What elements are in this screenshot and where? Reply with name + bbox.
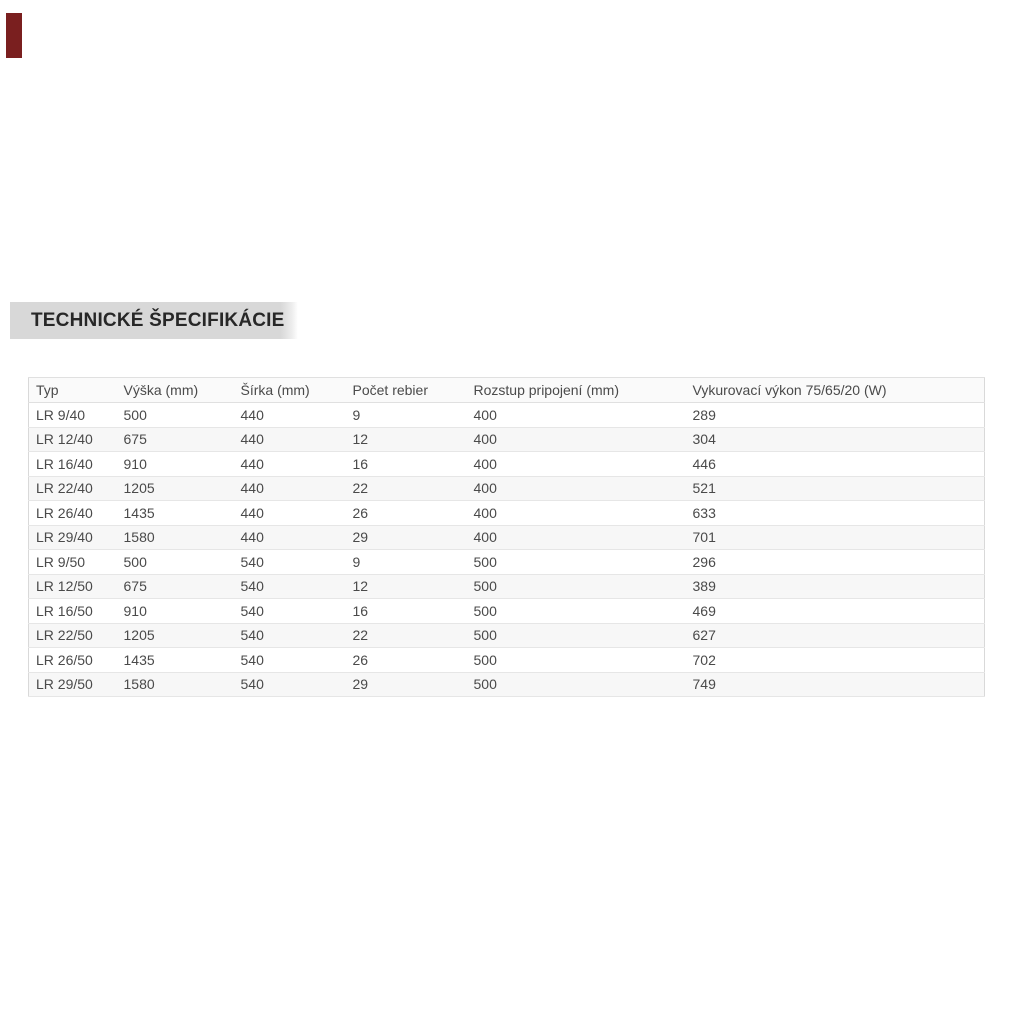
table-cell: 440 <box>233 525 346 550</box>
table-row: LR 12/40 675 440 12 400 304 <box>28 427 985 452</box>
table-cell: 702 <box>685 647 985 673</box>
table-cell: 440 <box>233 427 346 452</box>
table-cell: 500 <box>116 549 234 575</box>
table-row: LR 29/50 1580 540 29 500 749 <box>28 672 985 697</box>
table-cell: 540 <box>233 598 346 624</box>
table-row: LR 26/40 1435 440 26 400 633 <box>28 500 985 526</box>
table-cell: LR 22/50 <box>28 623 117 648</box>
table-row: LR 9/50 500 540 9 500 296 <box>28 549 985 575</box>
table-cell: 9 <box>345 549 467 575</box>
table-cell: 500 <box>466 574 686 599</box>
table-cell: 500 <box>116 402 234 428</box>
table-cell: 389 <box>685 574 985 599</box>
table-cell: LR 22/40 <box>28 476 117 501</box>
table-cell: 910 <box>116 598 234 624</box>
table-cell: 1205 <box>116 476 234 501</box>
table-cell: 400 <box>466 525 686 550</box>
table-cell: 500 <box>466 672 686 697</box>
table-cell: 500 <box>466 623 686 648</box>
table-cell: 500 <box>466 549 686 575</box>
table-cell: 289 <box>685 402 985 428</box>
table-cell: 500 <box>466 598 686 624</box>
table-cell: 521 <box>685 476 985 501</box>
table-row: LR 16/40 910 440 16 400 446 <box>28 451 985 477</box>
table-row: LR 22/40 1205 440 22 400 521 <box>28 476 985 501</box>
table-row: LR 9/40 500 440 9 400 289 <box>28 402 985 428</box>
table-cell: 500 <box>466 647 686 673</box>
brand-accent-mark <box>6 13 22 58</box>
table-cell: LR 26/40 <box>28 500 117 526</box>
table-cell: 633 <box>685 500 985 526</box>
column-header-1: Typ <box>28 377 117 403</box>
table-cell: 22 <box>345 476 467 501</box>
table-cell: LR 16/40 <box>28 451 117 477</box>
table-cell: 540 <box>233 623 346 648</box>
table-cell: LR 9/50 <box>28 549 117 575</box>
table-cell: 749 <box>685 672 985 697</box>
table-cell: 440 <box>233 476 346 501</box>
table-cell: 400 <box>466 427 686 452</box>
table-cell: 469 <box>685 598 985 624</box>
table-row: LR 22/50 1205 540 22 500 627 <box>28 623 985 648</box>
table-cell: 400 <box>466 500 686 526</box>
table-row: LR 29/40 1580 440 29 400 701 <box>28 525 985 550</box>
table-cell: LR 9/40 <box>28 402 117 428</box>
table-cell: 540 <box>233 574 346 599</box>
table-cell: 26 <box>345 500 467 526</box>
column-header-2: Výška (mm) <box>116 377 234 403</box>
table-cell: LR 29/40 <box>28 525 117 550</box>
table-cell: 1205 <box>116 623 234 648</box>
table-cell: 540 <box>233 549 346 575</box>
table-cell: 675 <box>116 574 234 599</box>
table-cell: 540 <box>233 647 346 673</box>
table-row: LR 16/50 910 540 16 500 469 <box>28 598 985 624</box>
specifications-table: Typ Výška (mm) Šírka (mm) Počet rebier Rozst… <box>28 377 985 697</box>
table-cell: 12 <box>345 427 467 452</box>
table-cell: 304 <box>685 427 985 452</box>
column-header-5: Rozstup pripojení (mm) <box>466 377 686 403</box>
table-cell: 1580 <box>116 672 234 697</box>
table-cell: LR 26/50 <box>28 647 117 673</box>
column-header-4: Počet rebier <box>345 377 467 403</box>
table-cell: 26 <box>345 647 467 673</box>
table-cell: 12 <box>345 574 467 599</box>
table-cell: 400 <box>466 451 686 477</box>
table-cell: 1435 <box>116 500 234 526</box>
table-cell: 296 <box>685 549 985 575</box>
table-cell: 16 <box>345 598 467 624</box>
table-cell: LR 12/50 <box>28 574 117 599</box>
table-cell: 440 <box>233 451 346 477</box>
section-heading: TECHNICKÉ ŠPECIFIKÁCIE <box>10 302 298 339</box>
table-cell: 22 <box>345 623 467 648</box>
table-cell: 675 <box>116 427 234 452</box>
table-cell: 400 <box>466 476 686 501</box>
table-cell: 627 <box>685 623 985 648</box>
table-cell: 446 <box>685 451 985 477</box>
table-cell: LR 16/50 <box>28 598 117 624</box>
table-cell: 1580 <box>116 525 234 550</box>
table-cell: 29 <box>345 672 467 697</box>
table-cell: LR 29/50 <box>28 672 117 697</box>
table-row: LR 26/50 1435 540 26 500 702 <box>28 647 985 673</box>
table-cell: 540 <box>233 672 346 697</box>
table-cell: 29 <box>345 525 467 550</box>
column-header-3: Šírka (mm) <box>233 377 346 403</box>
table-cell: 910 <box>116 451 234 477</box>
table-cell: 701 <box>685 525 985 550</box>
column-header-6: Vykurovací výkon 75/65/20 (W) <box>685 377 985 403</box>
table-cell: 400 <box>466 402 686 428</box>
table-row: LR 12/50 675 540 12 500 389 <box>28 574 985 599</box>
table-cell: 9 <box>345 402 467 428</box>
table-cell: LR 12/40 <box>28 427 117 452</box>
table-header-row: Typ Výška (mm) Šírka (mm) Počet rebier Rozst… <box>28 377 985 403</box>
table-cell: 440 <box>233 402 346 428</box>
section-title: TECHNICKÉ ŠPECIFIKÁCIE <box>31 309 285 331</box>
table-cell: 1435 <box>116 647 234 673</box>
table-cell: 16 <box>345 451 467 477</box>
table-cell: 440 <box>233 500 346 526</box>
